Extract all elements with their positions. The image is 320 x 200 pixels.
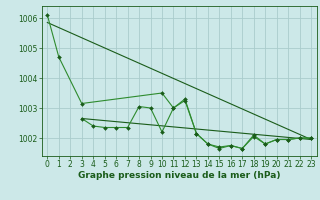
- X-axis label: Graphe pression niveau de la mer (hPa): Graphe pression niveau de la mer (hPa): [78, 171, 280, 180]
